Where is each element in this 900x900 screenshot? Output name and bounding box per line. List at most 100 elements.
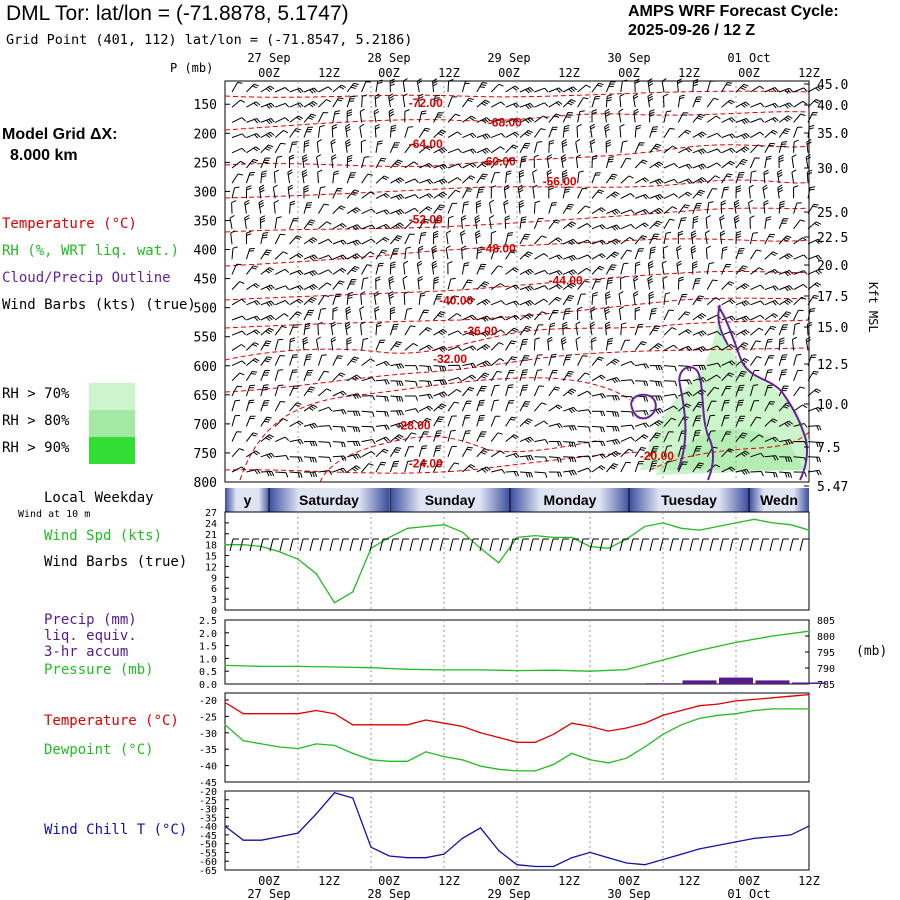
dewpoint-line-point — [279, 746, 281, 748]
wind-barb — [287, 169, 293, 184]
wind-barb — [519, 300, 534, 307]
wind-barb — [490, 384, 500, 397]
wind-barb — [750, 267, 764, 275]
wind-barb — [577, 293, 586, 305]
wind-barb — [548, 87, 563, 93]
wind-barb — [764, 117, 779, 123]
wind-barb — [719, 230, 726, 245]
dewpoint-line-point — [406, 760, 409, 762]
wind-barb — [721, 246, 728, 260]
wind-barb — [505, 170, 512, 184]
wind-speed-line-point — [242, 544, 244, 546]
wind-barb — [519, 87, 534, 94]
wind-barb — [274, 155, 283, 169]
wind-barb — [461, 97, 474, 108]
weekday-heading: Local Weekday — [44, 490, 154, 506]
precip-label-3: 3-hr accum — [44, 644, 129, 660]
wind-barb — [663, 393, 678, 399]
wind-barb — [605, 277, 614, 290]
wind-barb — [721, 315, 736, 322]
wind-barb — [647, 275, 654, 290]
dewpoint-line-point — [370, 759, 372, 761]
wind-barb — [663, 231, 672, 245]
wind-barb — [476, 281, 490, 290]
temperature-contour — [224, 238, 810, 267]
wind-barb — [548, 296, 562, 306]
wind-barb — [634, 447, 647, 458]
windchill-line-point — [279, 836, 281, 838]
pressure-line-point — [516, 669, 518, 672]
wind-barb — [591, 393, 606, 399]
wind-barb — [318, 269, 333, 275]
bottom-hour-label: 00Z — [258, 874, 280, 888]
wind-speed-line-point — [771, 522, 774, 524]
wind-barb — [259, 215, 266, 229]
wind-barb — [548, 404, 563, 412]
wind-barb — [519, 325, 532, 336]
wind-barb — [388, 290, 394, 305]
wind-barb — [303, 309, 315, 321]
wind-barb — [258, 199, 265, 214]
wind-barb — [361, 277, 369, 290]
wind-barb — [318, 470, 333, 476]
wind-barb — [618, 290, 624, 305]
wind-speed-line-point — [680, 527, 682, 529]
temperature-contour-label: -64.00 — [409, 137, 443, 151]
wind-barb — [316, 154, 322, 169]
precip-label-2: liq. equiv. — [44, 628, 137, 644]
wind-barb — [735, 83, 749, 93]
precip-bar — [792, 682, 826, 684]
wind-barb — [577, 170, 584, 184]
wind-barb — [647, 78, 654, 93]
wind-barb — [591, 336, 597, 351]
wind-barb — [447, 364, 462, 370]
wind-barb — [519, 338, 529, 351]
wind-barb — [807, 456, 822, 463]
wind-barb — [519, 471, 533, 478]
wind-barb — [633, 275, 639, 290]
wind-barb — [375, 322, 382, 336]
wind-barb — [779, 87, 794, 94]
wind-barb — [244, 214, 250, 229]
windchill-line-point — [370, 846, 372, 848]
wind-barb — [303, 237, 318, 245]
wind-barb — [476, 99, 490, 108]
wind-barb — [475, 230, 481, 245]
wind-barb — [390, 422, 405, 429]
dewpoint-line-point — [552, 763, 555, 766]
wind-barb — [678, 345, 693, 352]
pressure-tick-label: 350 — [194, 214, 217, 229]
wind-barb — [749, 416, 762, 427]
weekday-cell — [629, 488, 749, 512]
wind-barb — [548, 100, 563, 108]
wind-speed-tick-label: 3 — [211, 595, 217, 606]
wind-barb — [246, 342, 259, 351]
wind-barb — [491, 118, 506, 123]
windchill-line-point — [680, 853, 682, 855]
pressure-tick-label: 805 — [817, 616, 835, 627]
surface-wind-barb — [489, 538, 499, 552]
wind-barb — [663, 178, 678, 184]
wind-barb — [591, 440, 606, 447]
wind-barb — [245, 415, 256, 427]
wind-barb — [317, 112, 329, 123]
wind-barb — [807, 99, 821, 108]
wind-barb — [793, 296, 807, 306]
wind-barb — [404, 126, 414, 138]
wind-barb — [706, 297, 721, 306]
wind-barb — [505, 416, 517, 427]
pressure-line-point — [406, 668, 409, 670]
wind-barb — [735, 248, 745, 260]
wind-barb — [620, 236, 635, 245]
wind-barb — [289, 235, 302, 245]
wind-barb — [303, 202, 313, 214]
windchill-tick-label: -30 — [199, 805, 217, 816]
wind-barb — [735, 384, 745, 397]
wind-barb — [605, 94, 613, 108]
wind-barb — [577, 441, 591, 448]
wind-barb — [663, 460, 673, 473]
wind-barb — [735, 358, 750, 366]
wind-barb — [604, 123, 610, 138]
temperature-line-point — [644, 722, 646, 724]
wind-barb — [447, 215, 454, 229]
